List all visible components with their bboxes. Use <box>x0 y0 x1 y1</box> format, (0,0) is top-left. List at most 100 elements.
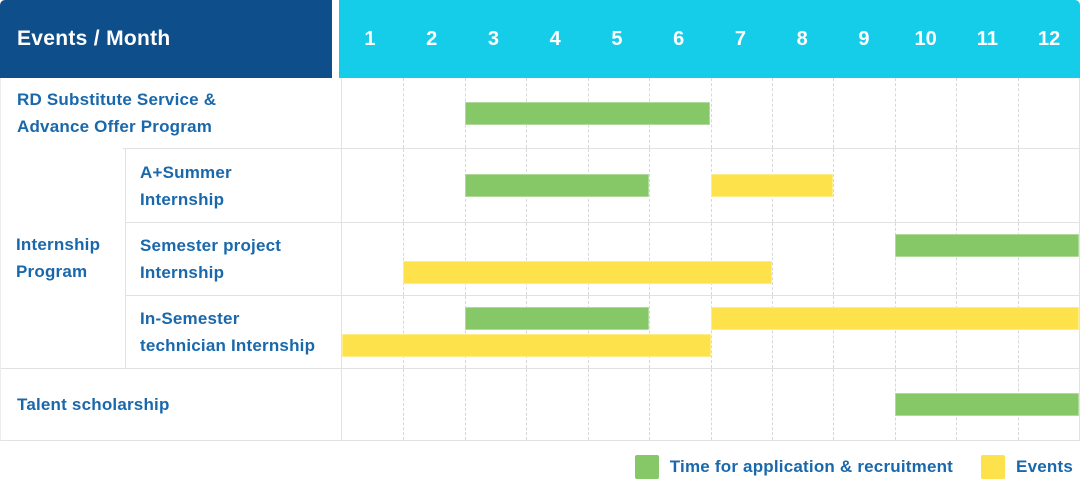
month-gridline <box>833 296 835 368</box>
row-a-summer-internship: A+Summer Internship <box>1 148 1079 222</box>
month-gridline <box>464 369 466 440</box>
row-label-line: Semester project <box>140 236 282 255</box>
bar-lanes <box>342 149 1079 222</box>
month-gridline <box>956 149 958 222</box>
events-month-header: Events / Month <box>0 0 332 78</box>
legend-swatch-recruitment <box>634 455 659 479</box>
row-chart-a-summer-internship <box>341 149 1079 222</box>
group-cell-internship-program: Internship Program <box>1 148 123 368</box>
month-label-9: 9 <box>858 27 870 50</box>
row-chart-talent-scholarship <box>341 369 1079 440</box>
bar-lanes <box>342 296 1079 368</box>
month-gridline <box>649 369 651 440</box>
month-label-1: 1 <box>364 27 376 50</box>
month-label-3: 3 <box>487 27 499 50</box>
row-chart-rd-substitute-service <box>341 78 1079 148</box>
legend-label-recruitment: Time for application & recruitment <box>669 457 954 476</box>
month-gridline <box>833 369 835 440</box>
month-label-7: 7 <box>734 27 746 50</box>
month-gridline <box>710 296 712 368</box>
header-row: Events / Month 1 2 3 4 5 6 7 8 9 10 11 12 <box>0 0 1080 78</box>
month-gridline <box>710 223 712 295</box>
page-title: Events / Month <box>17 27 171 50</box>
month-label-11: 11 <box>976 27 998 50</box>
row-label-line: Talent scholarship <box>17 395 170 414</box>
month-gridline <box>403 149 405 222</box>
bar-lane <box>342 101 1079 125</box>
month-gridline <box>956 223 958 295</box>
bar-events <box>710 174 834 197</box>
month-label-12: 12 <box>1038 27 1061 50</box>
bar-events <box>342 334 711 357</box>
bar-recruitment <box>464 174 650 197</box>
month-gridline <box>894 296 896 368</box>
row-label-talent-scholarship: Talent scholarship <box>1 369 341 440</box>
month-gridline <box>464 223 466 295</box>
bar-lane <box>342 334 1079 357</box>
row-label-rd-substitute-service: RD Substitute Service & Advance Offer Pro… <box>1 78 341 148</box>
bar-events <box>403 261 772 284</box>
row-chart-in-semester-technician-internship <box>341 295 1079 368</box>
group-label-line: Program <box>16 262 88 281</box>
bar-lane <box>342 174 1079 197</box>
row-in-semester-technician-internship: In-Semester technician Internship <box>1 295 1079 368</box>
month-gridline <box>771 223 773 295</box>
bar-lane <box>342 393 1079 416</box>
month-gridline <box>833 78 835 148</box>
month-gridline <box>587 296 589 368</box>
month-gridline <box>710 78 712 148</box>
month-gridline <box>526 223 528 295</box>
month-gridline <box>403 369 405 440</box>
group-label-line: Internship <box>16 235 101 254</box>
month-label-4: 4 <box>549 27 561 50</box>
month-gridline <box>771 78 773 148</box>
month-label-6: 6 <box>673 27 685 50</box>
legend: Time for application & recruitment Events <box>634 455 1073 479</box>
row-chart-semester-project-internship <box>341 222 1079 295</box>
month-label-10: 10 <box>914 27 937 50</box>
month-gridline <box>771 296 773 368</box>
month-gridline <box>649 296 651 368</box>
legend-item-events: Events <box>981 455 1073 479</box>
bar-lanes <box>342 369 1079 440</box>
row-semester-project-internship: Semester project Internship <box>1 222 1079 295</box>
bar-recruitment <box>894 234 1079 257</box>
month-label-8: 8 <box>796 27 808 50</box>
month-gridline <box>587 369 589 440</box>
bar-events <box>710 307 1079 330</box>
month-label-5: 5 <box>611 27 623 50</box>
month-gridline <box>833 223 835 295</box>
table-body: RD Substitute Service & Advance Offer Pro… <box>0 78 1080 441</box>
bar-recruitment <box>464 307 650 330</box>
month-header-row: 1 2 3 4 5 6 7 8 9 10 11 12 <box>339 0 1080 78</box>
month-gridline <box>403 223 405 295</box>
row-label-in-semester-technician-internship: In-Semester technician Internship <box>125 295 341 368</box>
month-gridline <box>956 78 958 148</box>
header-gap <box>332 0 339 78</box>
bar-lane <box>342 234 1079 257</box>
month-gridline <box>710 369 712 440</box>
bar-lanes <box>342 223 1079 295</box>
month-gridline <box>1017 78 1019 148</box>
legend-swatch-events <box>981 455 1006 479</box>
month-gridline <box>526 296 528 368</box>
bar-recruitment <box>464 101 711 125</box>
month-gridline <box>894 223 896 295</box>
month-gridline <box>1017 149 1019 222</box>
legend-label-events: Events <box>1016 457 1073 476</box>
month-gridline <box>649 223 651 295</box>
month-gridline <box>464 296 466 368</box>
row-label-a-summer-internship: A+Summer Internship <box>125 149 341 222</box>
bar-lanes <box>342 78 1079 148</box>
row-label-line: In-Semester <box>140 309 240 328</box>
month-gridline <box>526 369 528 440</box>
bar-lane <box>342 307 1079 330</box>
bar-lane <box>342 261 1079 284</box>
bar-recruitment <box>894 393 1079 416</box>
row-label-line: A+Summer <box>140 162 232 182</box>
row-label-semester-project-internship: Semester project Internship <box>125 222 341 295</box>
month-gridline <box>403 296 405 368</box>
row-talent-scholarship: Talent scholarship <box>1 368 1079 440</box>
month-gridline <box>587 223 589 295</box>
